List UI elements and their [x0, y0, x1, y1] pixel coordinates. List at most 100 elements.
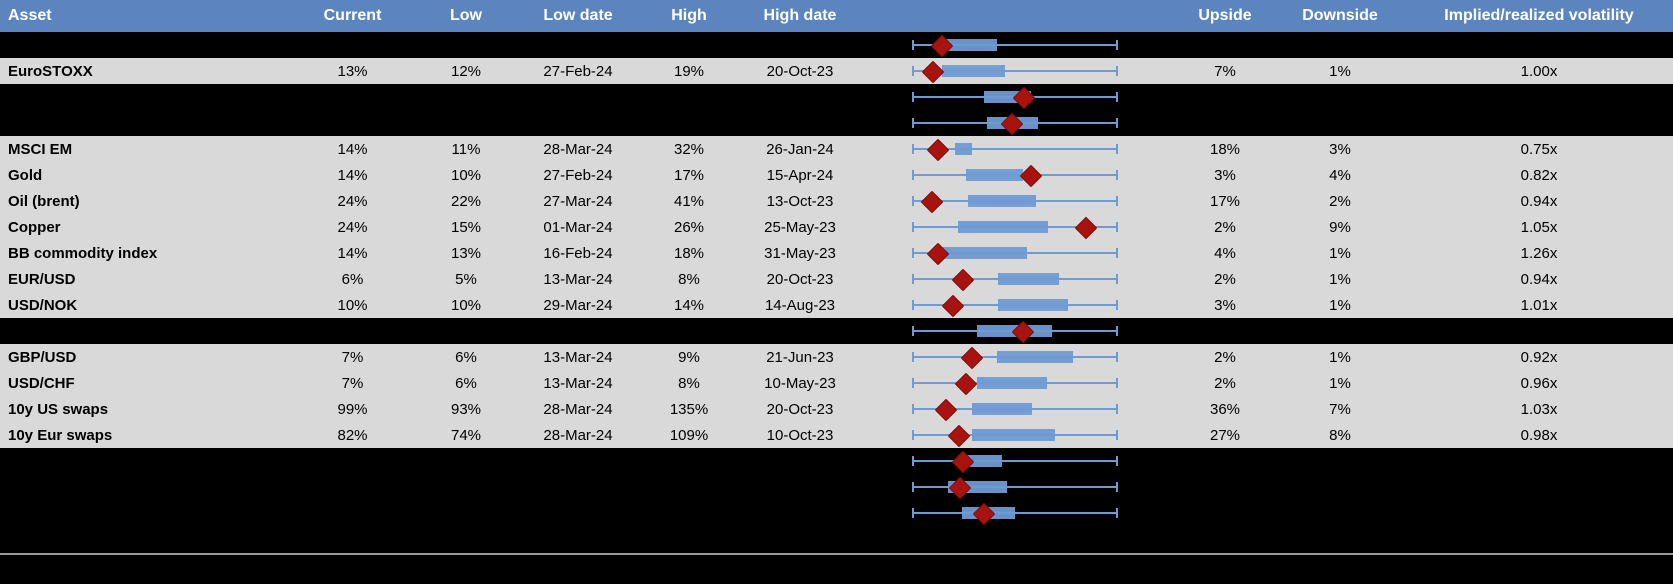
cell-downside[interactable]: 8%: [1329, 426, 1351, 444]
cell-current[interactable]: 14%: [337, 166, 368, 184]
cell-low[interactable]: 22%: [450, 192, 482, 210]
cell-low[interactable]: 93%: [450, 400, 482, 418]
cell-asset[interactable]: EUR/USD: [8, 270, 76, 288]
table-row[interactable]: Copper 24% 15% 01-Mar-24 26% 25-May-23 2…: [0, 214, 1673, 240]
cell-low[interactable]: 6%: [455, 374, 477, 392]
cell-downside[interactable]: 1%: [1329, 296, 1351, 314]
cell-upside[interactable]: [1175, 32, 1275, 58]
cell-downside[interactable]: 1%: [1329, 270, 1351, 288]
cell-high[interactable]: 19%: [673, 62, 705, 80]
cell-low[interactable]: [410, 84, 522, 110]
cell-upside[interactable]: [1175, 318, 1275, 344]
header-downside[interactable]: Downside: [1302, 7, 1378, 24]
cell-low-date[interactable]: 13-Mar-24: [543, 270, 613, 288]
cell-high[interactable]: 135%: [669, 400, 709, 418]
cell-implied[interactable]: [1405, 500, 1673, 526]
cell-asset[interactable]: Gold: [8, 166, 43, 184]
cell-implied[interactable]: 0.94x: [1520, 192, 1558, 210]
cell-upside[interactable]: 2%: [1214, 270, 1236, 288]
cell-high-date[interactable]: [744, 448, 856, 474]
cell-implied[interactable]: [1405, 32, 1673, 58]
cell-high[interactable]: 32%: [673, 140, 705, 158]
cell-implied[interactable]: 0.82x: [1520, 166, 1558, 184]
cell-high-date[interactable]: 14-Aug-23: [764, 296, 836, 314]
cell-low-date[interactable]: [522, 84, 634, 110]
cell-low[interactable]: 6%: [455, 348, 477, 366]
cell-low[interactable]: [410, 448, 522, 474]
cell-asset[interactable]: Copper: [8, 218, 61, 236]
cell-low[interactable]: [410, 474, 522, 500]
cell-high[interactable]: 26%: [673, 218, 705, 236]
cell-low[interactable]: 15%: [450, 218, 482, 236]
cell-implied[interactable]: [1405, 318, 1673, 344]
cell-low[interactable]: [410, 110, 522, 136]
cell-high[interactable]: 14%: [673, 296, 705, 314]
cell-asset[interactable]: GBP/USD: [8, 348, 77, 366]
cell-high-date[interactable]: [744, 474, 856, 500]
cell-high-date[interactable]: [744, 84, 856, 110]
cell-low[interactable]: [410, 32, 522, 58]
cell-upside[interactable]: 18%: [1209, 140, 1241, 158]
cell-low-date[interactable]: [522, 110, 634, 136]
cell-low-date[interactable]: [522, 32, 634, 58]
cell-implied[interactable]: 1.26x: [1520, 244, 1558, 262]
cell-implied[interactable]: 0.75x: [1520, 140, 1558, 158]
cell-current[interactable]: 13%: [337, 62, 368, 80]
cell-high-date[interactable]: 25-May-23: [764, 218, 836, 236]
cell-asset[interactable]: [0, 110, 295, 136]
cell-upside[interactable]: [1175, 500, 1275, 526]
cell-downside[interactable]: [1275, 318, 1405, 344]
cell-current[interactable]: 10%: [337, 296, 368, 314]
cell-implied[interactable]: 0.96x: [1520, 374, 1558, 392]
cell-current[interactable]: 24%: [337, 218, 368, 236]
cell-low-date[interactable]: 28-Mar-24: [543, 140, 613, 158]
cell-high-date[interactable]: 15-Apr-24: [766, 166, 834, 184]
cell-low[interactable]: 5%: [455, 270, 477, 288]
header-high-date[interactable]: High date: [763, 7, 837, 24]
cell-upside[interactable]: 27%: [1209, 426, 1241, 444]
cell-high[interactable]: 9%: [678, 348, 700, 366]
hidden-row[interactable]: [0, 318, 1673, 344]
cell-implied[interactable]: [1405, 474, 1673, 500]
cell-downside[interactable]: [1275, 32, 1405, 58]
cell-downside[interactable]: [1275, 474, 1405, 500]
cell-high-date[interactable]: [744, 110, 856, 136]
cell-current[interactable]: [295, 500, 410, 526]
cell-high-date[interactable]: [744, 32, 856, 58]
cell-high-date[interactable]: 21-Jun-23: [766, 348, 834, 366]
cell-low[interactable]: 13%: [450, 244, 482, 262]
cell-upside[interactable]: [1175, 110, 1275, 136]
cell-asset[interactable]: 10y Eur swaps: [8, 426, 113, 444]
cell-upside[interactable]: 2%: [1214, 374, 1236, 392]
table-row[interactable]: 10y Eur swaps 82% 74% 28-Mar-24 109% 10-…: [0, 422, 1673, 448]
cell-high[interactable]: [634, 318, 744, 344]
cell-high[interactable]: 17%: [673, 166, 705, 184]
cell-low[interactable]: 12%: [450, 62, 482, 80]
cell-low-date[interactable]: [522, 500, 634, 526]
cell-downside[interactable]: 1%: [1329, 374, 1351, 392]
cell-low-date[interactable]: 13-Mar-24: [543, 348, 613, 366]
cell-asset[interactable]: BB commodity index: [8, 244, 158, 262]
cell-low-date[interactable]: [522, 474, 634, 500]
header-implied-realized-volatility[interactable]: Implied/realized volatility: [1444, 7, 1634, 24]
cell-asset[interactable]: [0, 318, 295, 344]
cell-downside[interactable]: 9%: [1329, 218, 1351, 236]
cell-high[interactable]: 41%: [673, 192, 705, 210]
cell-asset[interactable]: [0, 448, 295, 474]
cell-current[interactable]: 24%: [337, 192, 368, 210]
hidden-row[interactable]: [0, 500, 1673, 526]
cell-downside[interactable]: [1275, 110, 1405, 136]
hidden-row[interactable]: [0, 110, 1673, 136]
cell-implied[interactable]: 1.05x: [1520, 218, 1558, 236]
cell-downside[interactable]: [1275, 500, 1405, 526]
header-low-date[interactable]: Low date: [543, 7, 613, 24]
cell-asset[interactable]: Oil (brent): [8, 192, 80, 210]
cell-upside[interactable]: 3%: [1214, 296, 1236, 314]
table-row[interactable]: Oil (brent) 24% 22% 27-Mar-24 41% 13-Oct…: [0, 188, 1673, 214]
cell-current[interactable]: [295, 110, 410, 136]
cell-low[interactable]: 10%: [450, 166, 482, 184]
cell-high[interactable]: 18%: [673, 244, 705, 262]
cell-upside[interactable]: [1175, 84, 1275, 110]
cell-upside[interactable]: 4%: [1214, 244, 1236, 262]
cell-low-date[interactable]: 01-Mar-24: [543, 218, 613, 236]
